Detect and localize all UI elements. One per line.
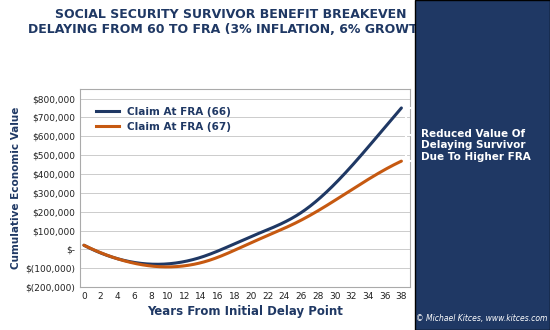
Claim At FRA (66) <box>342 172 348 176</box>
Claim At FRA (66) <box>253 232 260 236</box>
Line: Claim At FRA (67): Claim At FRA (67) <box>84 161 401 267</box>
Text: SOCIAL SECURITY SURVIVOR BENEFIT BREAKEVEN
DELAYING FROM 60 TO FRA (3% INFLATION: SOCIAL SECURITY SURVIVOR BENEFIT BREAKEV… <box>28 8 434 36</box>
X-axis label: Years From Initial Delay Point: Years From Initial Delay Point <box>147 305 343 318</box>
Line: Claim At FRA (66): Claim At FRA (66) <box>84 108 401 264</box>
Claim At FRA (67) <box>232 248 239 252</box>
Claim At FRA (66) <box>398 106 405 110</box>
Claim At FRA (67) <box>164 265 170 269</box>
Claim At FRA (67) <box>391 163 398 167</box>
Claim At FRA (66) <box>234 241 240 245</box>
Claim At FRA (67) <box>234 247 240 251</box>
Text: © Michael Kitces, www.kitces.com: © Michael Kitces, www.kitces.com <box>416 314 547 323</box>
Y-axis label: Cumulative Economic Value: Cumulative Economic Value <box>10 107 21 269</box>
Claim At FRA (66) <box>154 262 161 266</box>
Claim At FRA (67) <box>253 239 260 243</box>
Claim At FRA (67) <box>398 159 405 163</box>
Claim At FRA (67) <box>81 243 87 247</box>
Claim At FRA (66) <box>232 242 239 246</box>
Text: Reduced Value Of
Delaying Survivor
Due To Higher FRA: Reduced Value Of Delaying Survivor Due T… <box>421 129 531 162</box>
Claim At FRA (66) <box>270 225 277 229</box>
Claim At FRA (67) <box>270 231 277 235</box>
Legend: Claim At FRA (66), Claim At FRA (67): Claim At FRA (66), Claim At FRA (67) <box>91 102 235 136</box>
Claim At FRA (66) <box>391 114 398 118</box>
Claim At FRA (66) <box>81 243 87 247</box>
Claim At FRA (67) <box>342 192 348 196</box>
